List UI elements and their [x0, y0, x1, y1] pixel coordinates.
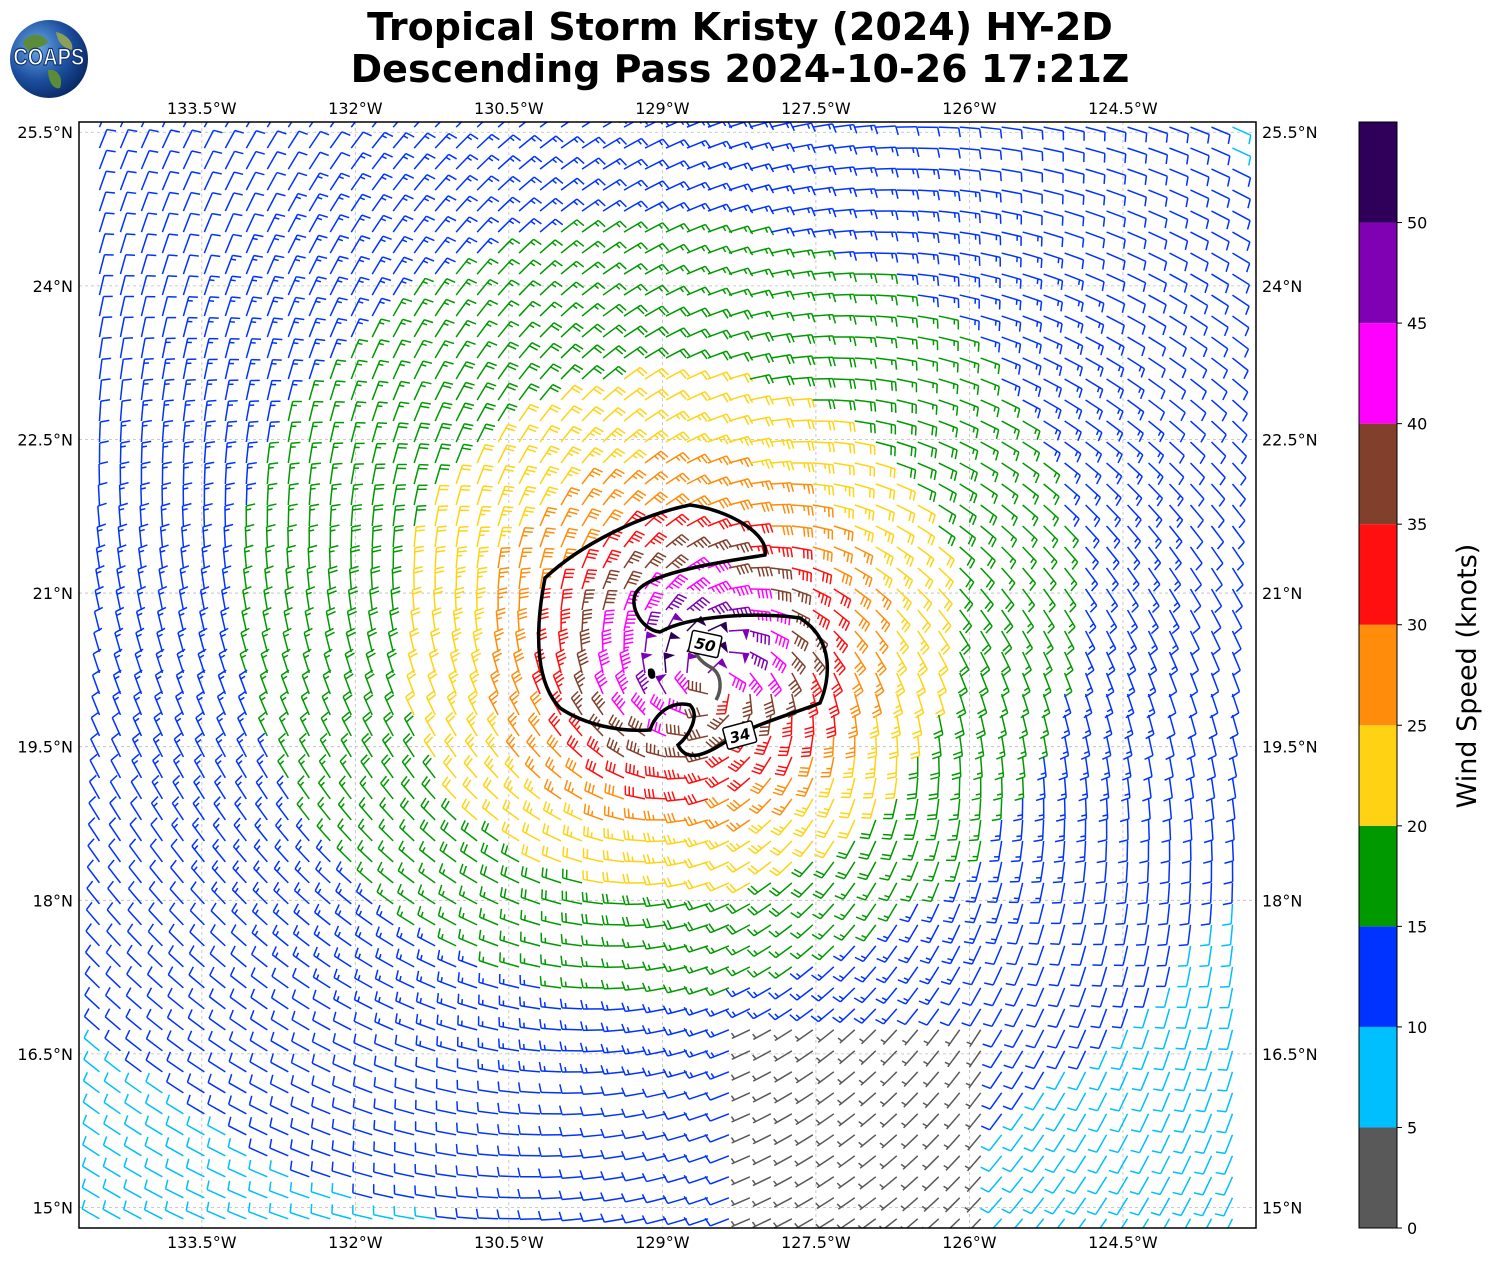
lat-tick-label-left: 22.5°N	[17, 430, 73, 449]
contour-50kt-eye	[647, 668, 656, 679]
colorbar-bin	[1359, 122, 1397, 223]
colorbar-bin	[1359, 725, 1397, 826]
map-background	[79, 122, 1256, 1228]
colorbar-tick-label: 15	[1407, 917, 1427, 936]
lon-tick-label-bottom: 124.5°W	[1088, 1233, 1158, 1252]
colorbar-tick-label: 50	[1407, 214, 1427, 233]
colorbar: 0 5 10 15 20 25 30 35 40 45 50	[1358, 121, 1427, 1238]
lon-tick-label-bottom: 132°W	[328, 1233, 383, 1252]
colorbar-tick-label: 40	[1407, 415, 1427, 434]
wind-radius-contours: 34 50	[536, 503, 830, 758]
lat-tick-label-right: 21°N	[1262, 584, 1302, 603]
lat-tick-label-left: 24°N	[33, 277, 73, 296]
lat-tick-label-left: 15°N	[33, 1199, 73, 1218]
colorbar-tick-label: 30	[1407, 616, 1427, 635]
lon-tick-label-bottom: 133.5°W	[167, 1233, 237, 1252]
logo-text: COAPS	[13, 43, 84, 70]
lat-tick-label-left: 25.5°N	[17, 123, 73, 142]
lat-tick-label-right: 22.5°N	[1262, 430, 1318, 449]
axis-ticks: 133.5°W 133.5°W 132°W 132°W 130.5°W 130.5°W 12…	[17, 99, 1317, 1252]
colorbar-bin	[1359, 825, 1397, 927]
colorbar-label: Wind Speed (knots)	[1452, 544, 1483, 809]
contour-label-34: 34	[722, 720, 758, 750]
colorbar-bin	[1359, 222, 1397, 324]
colorbar-tick-label: 45	[1407, 314, 1427, 333]
colorbar-tick-label: 5	[1407, 1118, 1417, 1137]
lat-tick-label-left: 19.5°N	[17, 738, 73, 757]
coaps-logo: COAPS	[10, 20, 88, 98]
colorbar-frame	[1358, 121, 1398, 1229]
lon-tick-label-top: 127.5°W	[781, 99, 851, 118]
contour-label-50-text: 50	[693, 634, 717, 656]
lon-tick-label-bottom: 130.5°W	[474, 1233, 544, 1252]
lon-tick-label-bottom: 127.5°W	[781, 1233, 851, 1252]
map-title-line-1: Tropical Storm Kristy (2024) HY-2D	[367, 5, 1113, 49]
lat-tick-label-left: 21°N	[33, 584, 73, 603]
map-title-line-2: Descending Pass 2024-10-26 17:21Z	[350, 47, 1130, 91]
lat-tick-label-left: 16.5°N	[17, 1045, 73, 1064]
lon-tick-label-bottom: 129°W	[635, 1233, 690, 1252]
lat-tick-label-right: 19.5°N	[1262, 738, 1318, 757]
lat-tick-label-right: 25.5°N	[1262, 123, 1318, 142]
colorbar-bin	[1359, 1127, 1397, 1228]
lat-tick-label-right: 15°N	[1262, 1199, 1302, 1218]
colorbar-tick-label: 35	[1407, 515, 1427, 534]
contour-label-50: 50	[687, 629, 723, 659]
lon-tick-label-top: 132°W	[328, 99, 383, 118]
lat-tick-label-right: 18°N	[1262, 891, 1302, 910]
lon-tick-label-top: 130.5°W	[474, 99, 544, 118]
lon-tick-label-top: 124.5°W	[1088, 99, 1158, 118]
colorbar-bin	[1359, 624, 1397, 726]
lon-tick-label-top: 129°W	[635, 99, 690, 118]
lat-tick-label-right: 16.5°N	[1262, 1045, 1318, 1064]
colorbar-tick-label: 10	[1407, 1018, 1427, 1037]
colorbar-bin	[1359, 1026, 1397, 1128]
colorbar-bin	[1359, 323, 1397, 424]
lat-tick-label-right: 24°N	[1262, 277, 1302, 296]
contour-label-34-text: 34	[728, 725, 753, 748]
colorbar-tick-label: 0	[1407, 1219, 1417, 1238]
lon-tick-label-bottom: 126°W	[942, 1233, 997, 1252]
map-frame	[78, 121, 1257, 1229]
colorbar-bin	[1359, 423, 1397, 525]
colorbar-tick-label: 25	[1407, 716, 1427, 735]
lon-tick-label-top: 133.5°W	[167, 99, 237, 118]
contour-34kt	[536, 503, 830, 758]
colorbar-bin	[1359, 524, 1397, 625]
lon-tick-label-top: 126°W	[942, 99, 997, 118]
wind-barbs	[81, 122, 1252, 1228]
colorbar-bin	[1359, 926, 1397, 1027]
colorbar-tick-label: 20	[1407, 817, 1427, 836]
lat-tick-label-left: 18°N	[33, 891, 73, 910]
